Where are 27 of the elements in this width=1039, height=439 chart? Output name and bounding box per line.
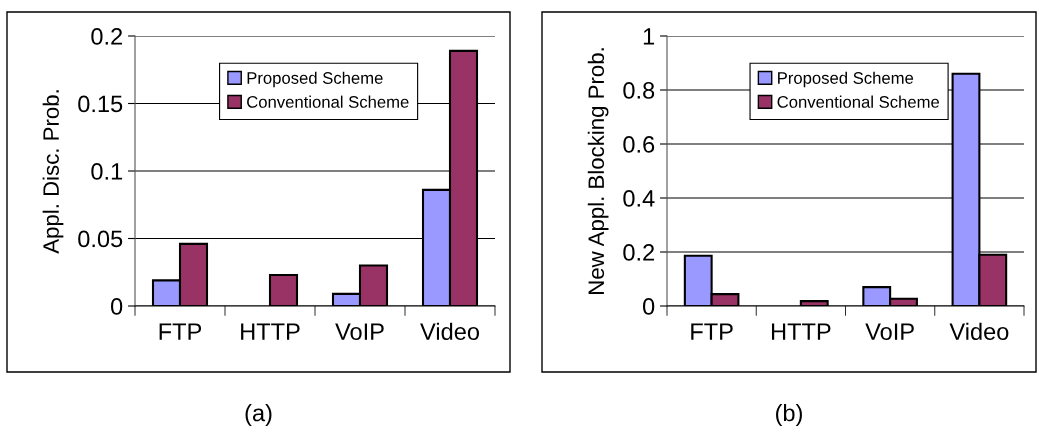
y-tick-label: 1 <box>643 28 655 45</box>
y-tick-label: 0.6 <box>623 136 655 153</box>
x-tick-label: VoIP <box>335 323 384 341</box>
legend-label: Conventional Scheme <box>247 95 409 108</box>
x-tick-label: HTTP <box>771 323 831 340</box>
legend-label: Proposed Scheme <box>778 71 914 88</box>
y-tick-label: 0.2 <box>623 244 655 261</box>
x-tick-label: VoIP <box>865 323 914 341</box>
y-tick-label: 0.2 <box>91 28 123 45</box>
x-tick-label: Video <box>949 322 1009 341</box>
x-tick-label: HTTP <box>241 323 300 340</box>
x-tick-label: FTP <box>691 323 733 340</box>
y-tick-label: 0.8 <box>623 82 655 99</box>
y-tick-label: 0 <box>642 298 655 315</box>
y-tick-label: 0.15 <box>78 95 123 113</box>
x-tick-label: FTP <box>159 323 202 340</box>
legend-label: Proposed Scheme <box>247 71 383 88</box>
y-tick-label: 0.4 <box>623 190 655 207</box>
y-tick-label: 0.1 <box>91 163 123 180</box>
x-tick-label: Video <box>420 322 479 341</box>
y-tick-label: 0 <box>110 298 123 315</box>
y-tick-label: 0.05 <box>78 230 123 248</box>
legend-label: Conventional Scheme <box>777 95 940 108</box>
text: (b) <box>776 404 802 426</box>
y-axis-title: New Appl. Blocking Prob. <box>587 48 609 294</box>
y-axis-title: Appl. Disc. Prob. <box>42 90 64 254</box>
text: (a) <box>245 404 272 426</box>
